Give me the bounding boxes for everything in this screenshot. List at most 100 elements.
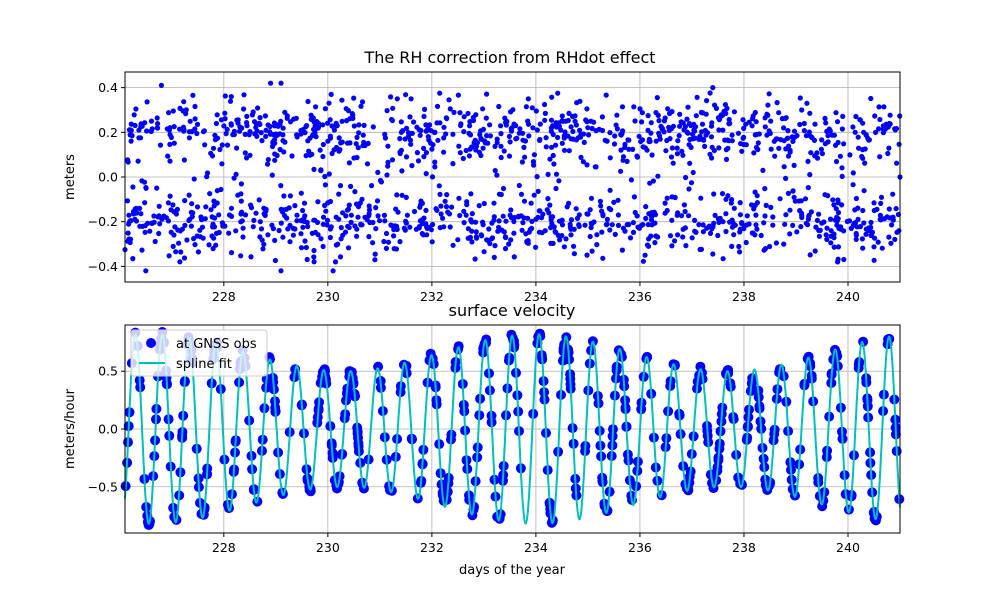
top-data-point — [588, 225, 594, 231]
top-data-point — [409, 130, 415, 136]
top-data-point — [559, 140, 565, 146]
top-data-point — [170, 202, 176, 208]
top-data-point — [258, 130, 264, 136]
top-data-point — [142, 120, 148, 126]
top-data-point — [432, 159, 438, 165]
top-data-point — [186, 192, 192, 198]
top-data-point — [684, 116, 690, 122]
top-data-point — [790, 188, 796, 194]
top-data-point — [653, 110, 659, 116]
top-data-point — [866, 225, 872, 231]
top-data-point — [498, 154, 504, 161]
top-data-point — [415, 158, 422, 164]
top-data-point — [188, 223, 194, 229]
top-data-point — [313, 104, 319, 110]
top-data-point — [511, 218, 517, 225]
top-data-point — [369, 183, 375, 189]
top-data-point — [143, 268, 149, 274]
top-data-point — [360, 143, 366, 149]
top-data-point — [192, 242, 198, 248]
top-data-point — [614, 126, 621, 132]
top-data-point — [133, 218, 139, 224]
top-data-point — [487, 240, 493, 247]
top-data-point — [383, 230, 390, 237]
top-data-point — [355, 145, 361, 151]
top-data-point — [300, 224, 306, 230]
top-data-point — [241, 92, 247, 98]
top-ytick-label: 0.2 — [98, 125, 118, 140]
top-data-point — [645, 127, 651, 133]
top-data-point — [466, 153, 472, 159]
top-data-point — [571, 243, 577, 249]
top-data-point — [550, 152, 556, 159]
legend: at GNSS obs spline fit — [130, 329, 268, 377]
top-data-point — [416, 127, 422, 133]
top-data-point — [682, 124, 689, 130]
top-data-point — [833, 206, 839, 212]
top-data-point — [796, 198, 802, 204]
top-data-point — [455, 92, 461, 98]
top-data-point — [731, 232, 737, 238]
top-data-point — [521, 144, 527, 150]
top-data-point — [292, 226, 298, 232]
top-data-point — [304, 123, 310, 129]
top-data-point — [543, 144, 549, 150]
top-data-point — [234, 145, 240, 151]
top-data-point — [581, 139, 587, 145]
top-data-point — [148, 128, 154, 134]
top-data-point — [645, 222, 651, 228]
top-data-point — [449, 204, 455, 210]
top-data-point — [155, 121, 161, 127]
top-data-point — [467, 119, 473, 125]
top-data-point — [518, 191, 525, 197]
top-data-point — [365, 140, 371, 146]
top-data-point — [257, 219, 263, 225]
top-data-point — [774, 100, 780, 106]
top-data-point — [649, 152, 655, 158]
top-data-point — [563, 118, 569, 124]
top-data-point — [360, 132, 366, 138]
top-data-point — [596, 126, 602, 132]
top-data-point — [343, 213, 349, 219]
top-data-point — [807, 252, 813, 258]
top-data-point — [762, 246, 769, 252]
top-data-point — [456, 143, 462, 149]
top-data-point — [337, 254, 344, 260]
top-data-point — [491, 254, 497, 260]
top-data-point — [398, 129, 404, 135]
top-data-point — [174, 206, 180, 212]
top-data-point — [602, 137, 608, 143]
top-data-point — [384, 172, 390, 178]
top-data-point — [437, 120, 443, 126]
top-data-point — [502, 246, 509, 252]
top-data-point — [530, 125, 536, 131]
top-data-point — [421, 113, 427, 119]
top-data-point — [670, 160, 676, 166]
top-data-point — [416, 225, 422, 231]
top-data-point — [202, 142, 208, 148]
top-data-point — [261, 241, 267, 247]
top-data-point — [585, 132, 592, 138]
top-data-point — [886, 145, 892, 151]
top-data-point — [686, 213, 692, 219]
top-data-point — [434, 207, 440, 213]
top-data-point — [177, 126, 183, 132]
top-data-point — [722, 102, 729, 108]
top-data-point — [556, 218, 563, 224]
top-data-point — [491, 200, 497, 206]
top-data-point — [873, 129, 879, 135]
top-data-point — [303, 244, 309, 251]
top-data-point — [457, 110, 463, 116]
top-data-point — [187, 118, 193, 124]
top-data-point — [662, 200, 668, 206]
top-data-point — [403, 125, 410, 131]
top-data-point — [492, 168, 498, 174]
top-data-point — [167, 158, 173, 164]
bottom-xtick-label: 228 — [212, 540, 236, 555]
top-data-point — [302, 213, 308, 219]
top-data-point — [338, 225, 344, 231]
top-data-point — [692, 124, 699, 130]
top-data-point — [326, 100, 332, 106]
top-data-point — [257, 121, 263, 127]
top-data-point — [305, 98, 311, 105]
